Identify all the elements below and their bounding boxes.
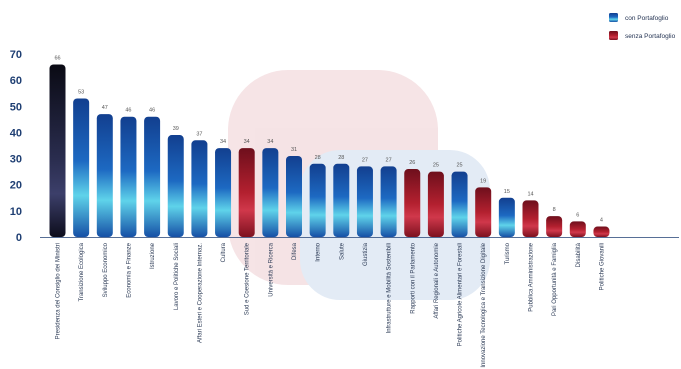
x-tick-label: Economia e Finanze <box>126 242 132 297</box>
bar <box>451 171 468 237</box>
bar <box>356 166 373 237</box>
y-tick-label: 20 <box>10 180 22 192</box>
data-label: 25 <box>433 163 439 169</box>
x-tick-label: Affari Regionali e Autonomie <box>434 242 440 318</box>
x-tick-label: Turismo <box>505 242 511 264</box>
data-label: 26 <box>409 160 415 166</box>
data-label: 28 <box>338 155 344 161</box>
data-label: 34 <box>244 139 250 145</box>
data-label: 15 <box>504 189 510 195</box>
x-tick-label: Rapporti con il Parlamento <box>410 242 416 313</box>
y-tick-label: 70 <box>10 49 22 61</box>
data-label: 19 <box>480 178 486 184</box>
category-labels: Presidenza del Consiglio dei Ministri Tra… <box>56 242 606 367</box>
x-tick-label: Salute <box>339 242 345 260</box>
y-tick-label: 0 <box>16 232 22 244</box>
bar <box>546 216 563 237</box>
data-label: 66 <box>54 55 60 61</box>
data-label: 46 <box>149 108 155 114</box>
x-tick-label: Pubblica Amministrazione <box>529 242 535 311</box>
bar <box>404 169 421 237</box>
bar <box>262 148 279 237</box>
legend-swatch-con <box>609 13 618 22</box>
bar <box>215 148 232 237</box>
bar <box>238 148 255 237</box>
bar <box>427 171 444 237</box>
bar <box>569 221 586 237</box>
bars <box>49 64 610 237</box>
data-label: 46 <box>125 108 131 114</box>
x-tick-label: Sud e Coesione Territoriale <box>245 242 251 315</box>
x-tick-label: Presidenza del Consiglio dei Ministri <box>56 243 62 339</box>
x-tick-label: Transizione Ecologica <box>79 242 85 301</box>
data-label: 14 <box>527 191 533 197</box>
data-label: 53 <box>78 89 84 95</box>
bar <box>498 197 515 237</box>
x-tick-label: Interno <box>316 242 322 261</box>
bar <box>522 200 539 237</box>
bar <box>73 98 90 237</box>
y-tick-label: 10 <box>10 206 22 218</box>
x-tick-label: Istruzione <box>150 242 156 269</box>
bar <box>191 140 208 237</box>
data-label: 25 <box>456 163 462 169</box>
x-tick-label: Difesa <box>292 242 298 260</box>
data-label: 6 <box>576 212 579 218</box>
bar <box>309 163 326 237</box>
data-label: 34 <box>220 139 226 145</box>
legend: con Portafoglio senza Portafoglio <box>609 13 676 40</box>
bar <box>167 135 184 237</box>
y-tick-label: 50 <box>10 101 22 113</box>
y-axis: 0 10 20 30 40 50 60 70 <box>10 49 22 244</box>
x-tick-label: Lavoro e Politiche Sociali <box>174 243 180 310</box>
data-label: 37 <box>196 131 202 137</box>
x-tick-label: Infrastrutture e Mobilità Sostenibili <box>387 243 393 333</box>
data-label: 27 <box>386 157 392 163</box>
x-tick-label: Politiche Giovanili <box>599 243 605 290</box>
x-tick-label: Giustizia <box>363 242 369 266</box>
data-label: 39 <box>173 126 179 132</box>
data-label: 47 <box>102 105 108 111</box>
x-tick-label: Sviluppo Economico <box>103 242 109 297</box>
bar <box>49 64 66 237</box>
x-tick-label: Affari Esteri e Cooperazione Internaz. <box>197 243 203 343</box>
bar <box>333 163 350 237</box>
x-tick-label: Innovazione Tecnologica e Transizione Di… <box>481 242 487 367</box>
bar <box>475 187 492 237</box>
bar <box>286 155 302 237</box>
bar <box>120 116 137 237</box>
data-label: 4 <box>600 218 603 224</box>
legend-swatch-senza <box>609 31 618 40</box>
x-tick-label: Politiche Agricole Alimentari e Forestal… <box>458 243 464 346</box>
data-label: 27 <box>362 157 368 163</box>
data-label: 28 <box>315 155 321 161</box>
x-tick-label: Università e Ricerca <box>268 242 274 296</box>
legend-label-senza: senza Portafoglio <box>625 33 676 40</box>
y-tick-label: 30 <box>10 154 22 166</box>
bar <box>144 116 161 237</box>
bar <box>593 226 610 237</box>
x-tick-label: Pari Opportunità e Famiglia <box>552 242 558 316</box>
data-label: 31 <box>291 147 297 153</box>
x-tick-label: Disabilità <box>576 242 582 267</box>
data-label: 34 <box>267 139 273 145</box>
bar <box>380 166 397 237</box>
y-tick-label: 60 <box>10 75 22 87</box>
x-tick-label: Cultura <box>221 242 227 262</box>
y-tick-label: 40 <box>10 127 22 139</box>
bar <box>96 114 113 237</box>
data-label: 8 <box>553 207 556 213</box>
legend-label-con: con Portafoglio <box>625 15 669 22</box>
